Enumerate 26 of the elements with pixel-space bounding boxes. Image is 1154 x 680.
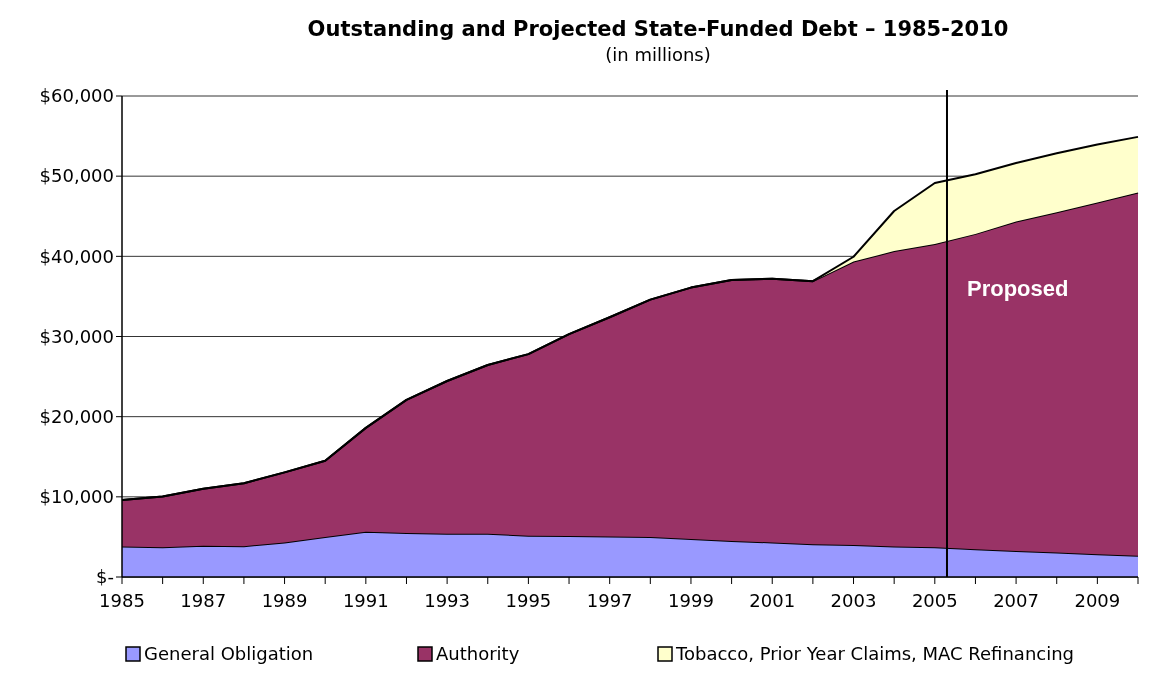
y-tick-label: $30,000 [39,325,114,347]
y-tick-label: $50,000 [39,165,114,187]
x-tick-label: 1993 [424,590,471,611]
x-tick-label: 2005 [911,590,958,611]
ref-line-label: Proposed [966,276,1069,302]
x-tick-label: 1999 [668,590,714,611]
x-tick-label: 2009 [1074,590,1121,611]
legend-label: General Obligation [144,643,314,664]
legend-label: Tobacco, Prior Year Claims, MAC Refinancing [675,643,1075,664]
chart-subtitle: (in millions) [605,44,711,65]
x-tick-label: 1995 [505,590,552,611]
x-tick-label: 1997 [586,590,633,611]
x-tick-label: 2001 [749,590,796,611]
x-tick-label: 1987 [180,590,227,611]
x-tick-label: 1991 [342,590,389,611]
chart-title: Outstanding and Projected State-Funded Debt – 1985-2010 [307,17,1009,41]
y-tick-label: $40,000 [39,245,114,267]
legend-label: Authority [436,643,520,664]
y-tick-label: $60,000 [39,85,114,107]
x-tick-label: 2003 [830,590,877,611]
y-tick-label: $20,000 [39,405,114,427]
y-tick-label: $- [96,566,114,588]
x-tick-label: 1985 [99,590,145,611]
x-tick-label: 1989 [261,590,308,611]
x-tick-label: 2007 [993,590,1039,611]
y-tick-label: $10,000 [39,486,114,508]
